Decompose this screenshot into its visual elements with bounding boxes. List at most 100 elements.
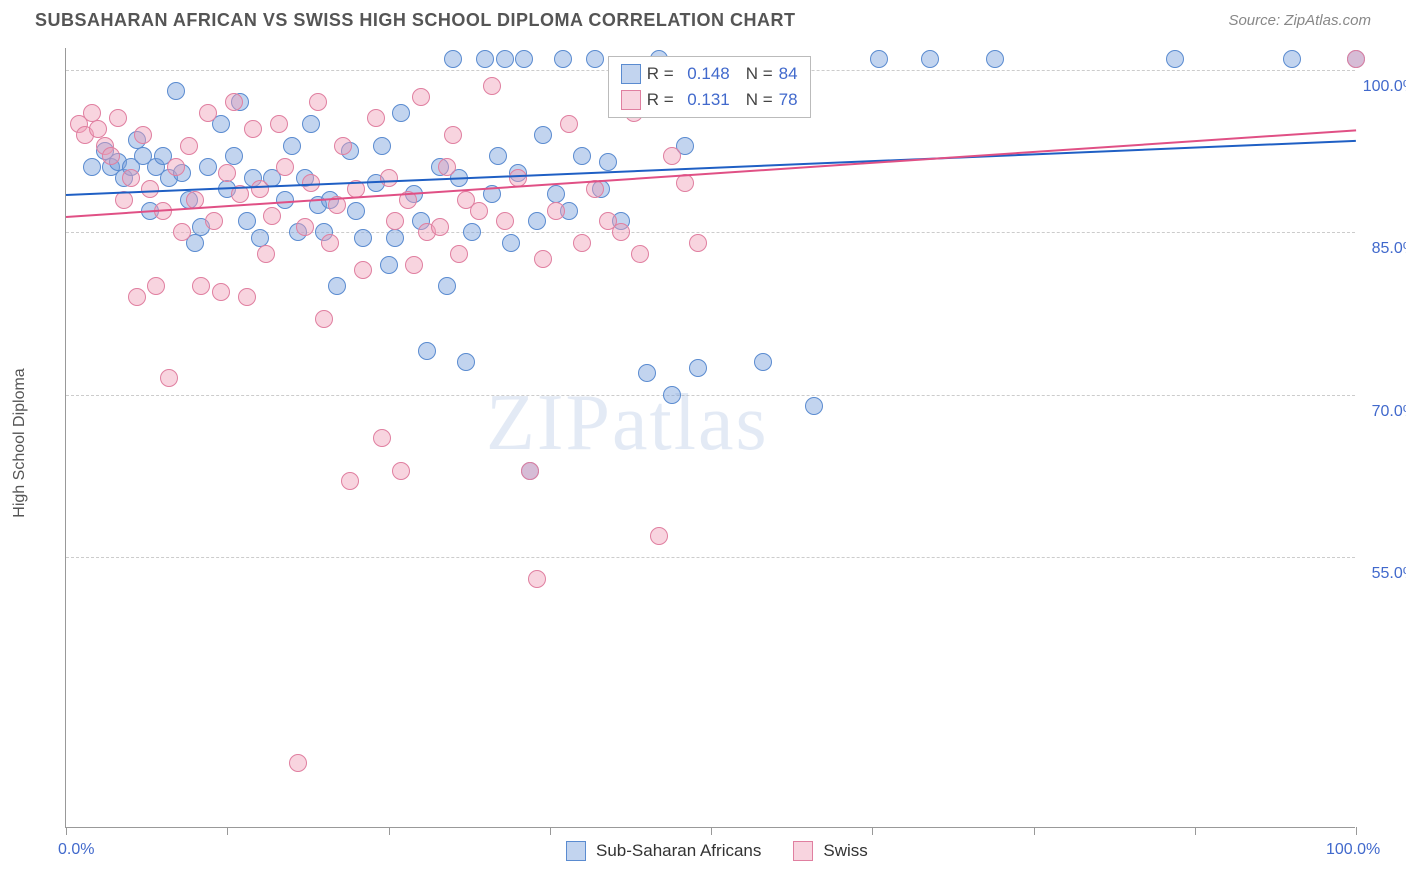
scatter-point [489,147,507,165]
y-tick-label: 85.0% [1362,240,1406,258]
legend-series-label: Sub-Saharan Africans [596,841,761,861]
scatter-point [263,207,281,225]
scatter-point [192,277,210,295]
scatter-point [238,288,256,306]
scatter-point [367,109,385,127]
scatter-point [392,104,410,122]
scatter-point [141,180,159,198]
scatter-point [334,137,352,155]
gridline [66,557,1355,558]
scatter-point [450,245,468,263]
plot-area: 55.0%70.0%85.0%100.0%0.0%100.0%ZIPatlasR… [65,48,1355,828]
watermark: ZIPatlas [486,378,769,469]
scatter-point [347,202,365,220]
x-tick-label: 0.0% [58,841,94,859]
scatter-point [573,147,591,165]
legend-n-label: N = [746,64,773,84]
y-tick-label: 100.0% [1362,78,1406,96]
x-tick [1195,827,1196,835]
scatter-point [225,93,243,111]
scatter-point [328,277,346,295]
scatter-point [483,77,501,95]
scatter-point [870,50,888,68]
scatter-point [470,202,488,220]
scatter-point [309,93,327,111]
legend-r-label: R = [647,64,674,84]
scatter-point [921,50,939,68]
scatter-point [321,234,339,252]
correlation-legend: R = 0.148N = 84R = 0.131N = 78 [608,56,811,118]
scatter-point [283,137,301,155]
legend-r-value: 0.131 [680,90,730,110]
scatter-point [457,353,475,371]
x-tick [872,827,873,835]
scatter-point [676,174,694,192]
scatter-point [528,212,546,230]
scatter-point [167,158,185,176]
scatter-point [1347,50,1365,68]
legend-r-value: 0.148 [680,64,730,84]
scatter-point [173,223,191,241]
legend-swatch [793,841,813,861]
x-tick [711,827,712,835]
chart-header: SUBSAHARAN AFRICAN VS SWISS HIGH SCHOOL … [0,0,1406,35]
legend-swatch [621,64,641,84]
scatter-point [276,158,294,176]
legend-r-label: R = [647,90,674,110]
scatter-point [315,310,333,328]
scatter-point [463,223,481,241]
scatter-point [386,212,404,230]
scatter-point [354,229,372,247]
scatter-point [476,50,494,68]
legend-n-label: N = [746,90,773,110]
scatter-point [547,202,565,220]
legend-row: R = 0.148N = 84 [621,61,798,87]
x-tick [1034,827,1035,835]
scatter-point [270,115,288,133]
scatter-point [134,126,152,144]
scatter-point [167,82,185,100]
scatter-point [147,277,165,295]
y-tick-label: 70.0% [1362,403,1406,421]
scatter-point [650,527,668,545]
scatter-point [289,754,307,772]
x-tick [1356,827,1357,835]
scatter-point [534,126,552,144]
scatter-point [296,218,314,236]
x-tick [227,827,228,835]
legend-n-value: 78 [779,90,798,110]
source-attribution: Source: ZipAtlas.com [1228,12,1371,29]
scatter-point [515,50,533,68]
scatter-point [663,147,681,165]
scatter-point [528,570,546,588]
scatter-point [521,462,539,480]
scatter-point [689,359,707,377]
scatter-point [373,137,391,155]
legend-series-label: Swiss [823,841,867,861]
scatter-point [83,158,101,176]
scatter-point [663,386,681,404]
scatter-point [380,169,398,187]
scatter-point [573,234,591,252]
scatter-point [431,218,449,236]
x-tick [66,827,67,835]
scatter-point [373,429,391,447]
scatter-point [180,137,198,155]
scatter-point [1166,50,1184,68]
scatter-point [438,277,456,295]
scatter-point [199,104,217,122]
scatter-point [586,50,604,68]
scatter-point [341,472,359,490]
scatter-point [754,353,772,371]
scatter-point [599,153,617,171]
scatter-point [554,50,572,68]
scatter-point [444,50,462,68]
x-tick [389,827,390,835]
scatter-point [986,50,1004,68]
legend-row: R = 0.131 N = 78 [621,87,798,113]
scatter-point [302,115,320,133]
scatter-point [560,115,578,133]
scatter-point [1283,50,1301,68]
trend-line [66,140,1356,196]
scatter-point [244,120,262,138]
